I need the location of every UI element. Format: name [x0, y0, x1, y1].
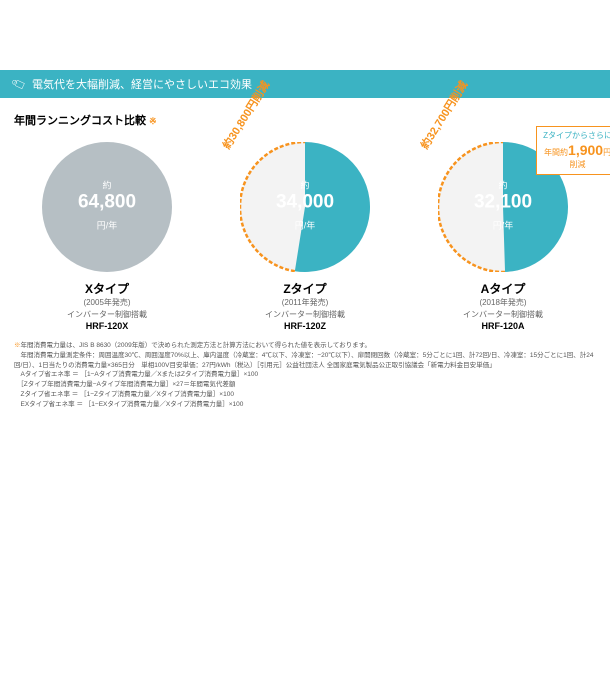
type-desc: インバーター制御搭載 — [215, 309, 395, 320]
type-year: (2011年発売) — [215, 297, 395, 308]
type-name: Xタイプ — [17, 280, 197, 297]
type-name: Zタイプ — [215, 280, 395, 297]
type-model: HRF-120A — [413, 321, 593, 331]
pie-center-label: 約 64,800円/年 — [75, 181, 140, 234]
tag-icon: 🏷 — [10, 76, 28, 93]
chart-column: 約30,800円削減 約 34,000円/年 Zタイプ (2011年発売) イン… — [215, 132, 395, 331]
chart-column: 約 64,800円/年 Xタイプ (2005年発売) インバーター制御搭載 HR… — [17, 132, 197, 331]
type-model: HRF-120X — [17, 321, 197, 331]
banner-text: 電気代を大幅削減、経営にやさしいエコ効果 — [32, 76, 252, 92]
type-year: (2018年発売) — [413, 297, 593, 308]
subtitle: 年間ランニングコスト比較 ※ — [14, 112, 610, 128]
type-year: (2005年発売) — [17, 297, 197, 308]
footnote-line: ［Zタイプ年間消費電力量−Aタイプ年間消費電力量］×27＝年間電気代差額 — [14, 380, 596, 390]
savings-callout: Zタイプからさらに 年間約1,900円 削減 — [536, 126, 610, 175]
footnote-line: ※年間消費電力量は、JIS B 8630（2009年版）で決められた測定方法と計… — [14, 341, 596, 351]
pie-chart: 約 64,800円/年 — [42, 142, 172, 272]
type-desc: インバーター制御搭載 — [413, 309, 593, 320]
type-model: HRF-120Z — [215, 321, 395, 331]
type-desc: インバーター制御搭載 — [17, 309, 197, 320]
footnote-line: Aタイプ省エネ率 ＝ ［1−Aタイプ消費電力量／XまたはZタイプ消費電力量］×1… — [14, 370, 596, 380]
charts-row: 約 64,800円/年 Xタイプ (2005年発売) インバーター制御搭載 HR… — [0, 132, 610, 331]
chart-column: Zタイプからさらに 年間約1,900円 削減 約32,700円削減 約 32,1… — [413, 132, 593, 331]
pie-chart: 約30,800円削減 約 34,000円/年 — [240, 142, 370, 272]
pie-center-label: 約 32,100円/年 — [471, 181, 536, 234]
type-name: Aタイプ — [413, 280, 593, 297]
footnote-line: Zタイプ省エネ率 ＝ ［1−Zタイプ消費電力量／Xタイプ消費電力量］×100 — [14, 390, 596, 400]
footnote-line: EXタイプ省エネ率 ＝ ［1−EXタイプ消費電力量／Xタイプ消費電力量］×100 — [14, 400, 596, 410]
footnotes: ※年間消費電力量は、JIS B 8630（2009年版）で決められた測定方法と計… — [0, 331, 610, 409]
pie-center-label: 約 34,000円/年 — [273, 181, 338, 234]
section-banner: 🏷 電気代を大幅削減、経営にやさしいエコ効果 — [0, 70, 610, 98]
footnote-line: 年間消費電力量測定条件：周囲温度30℃、周囲湿度70%以上、庫内温度（冷蔵室：4… — [14, 351, 596, 371]
